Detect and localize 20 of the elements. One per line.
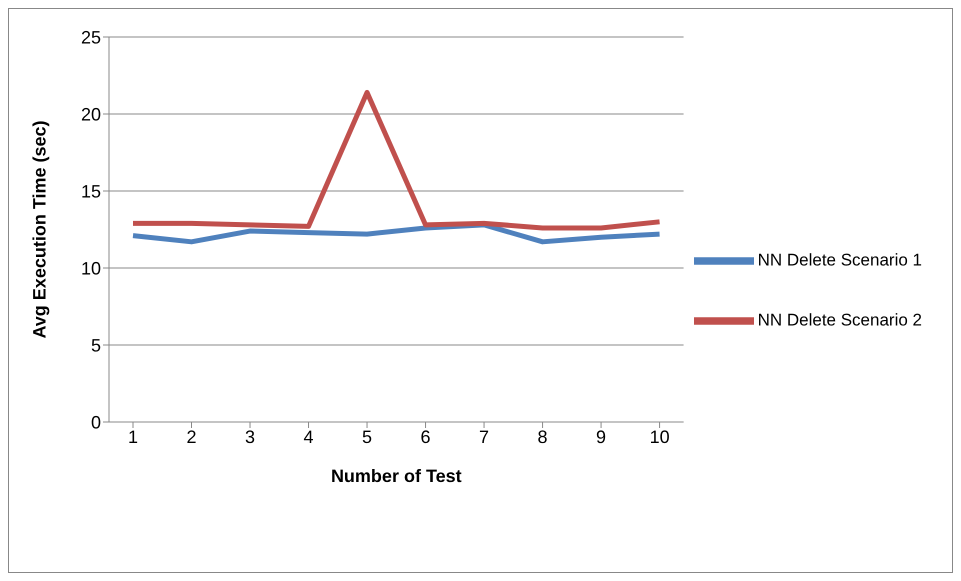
x-tick-label: 2 (186, 426, 197, 447)
x-tick-label: 9 (596, 426, 606, 447)
y-tick-label: 25 (80, 27, 101, 48)
y-tick-label: 0 (90, 412, 101, 432)
legend-label: NN Delete Scenario 2 (758, 310, 922, 329)
legend-label: NN Delete Scenario 1 (758, 250, 922, 269)
y-tick-label: 10 (80, 258, 101, 278)
x-tick-label: 6 (420, 426, 431, 447)
y-tick-label: 5 (90, 335, 101, 356)
x-tick-label: 5 (362, 426, 372, 447)
x-tick-label: 7 (479, 426, 490, 447)
y-tick-label: 15 (80, 181, 101, 202)
x-tick-label: 10 (650, 426, 670, 447)
x-axis-title: Number of Test (330, 466, 462, 486)
x-tick-label: 1 (128, 426, 138, 447)
y-tick-label: 20 (80, 104, 101, 124)
x-tick-label: 4 (304, 426, 314, 447)
y-axis-title: Avg Execution Time (sec) (29, 120, 50, 339)
x-tick-label: 3 (245, 426, 256, 447)
x-tick-label: 8 (538, 426, 548, 447)
